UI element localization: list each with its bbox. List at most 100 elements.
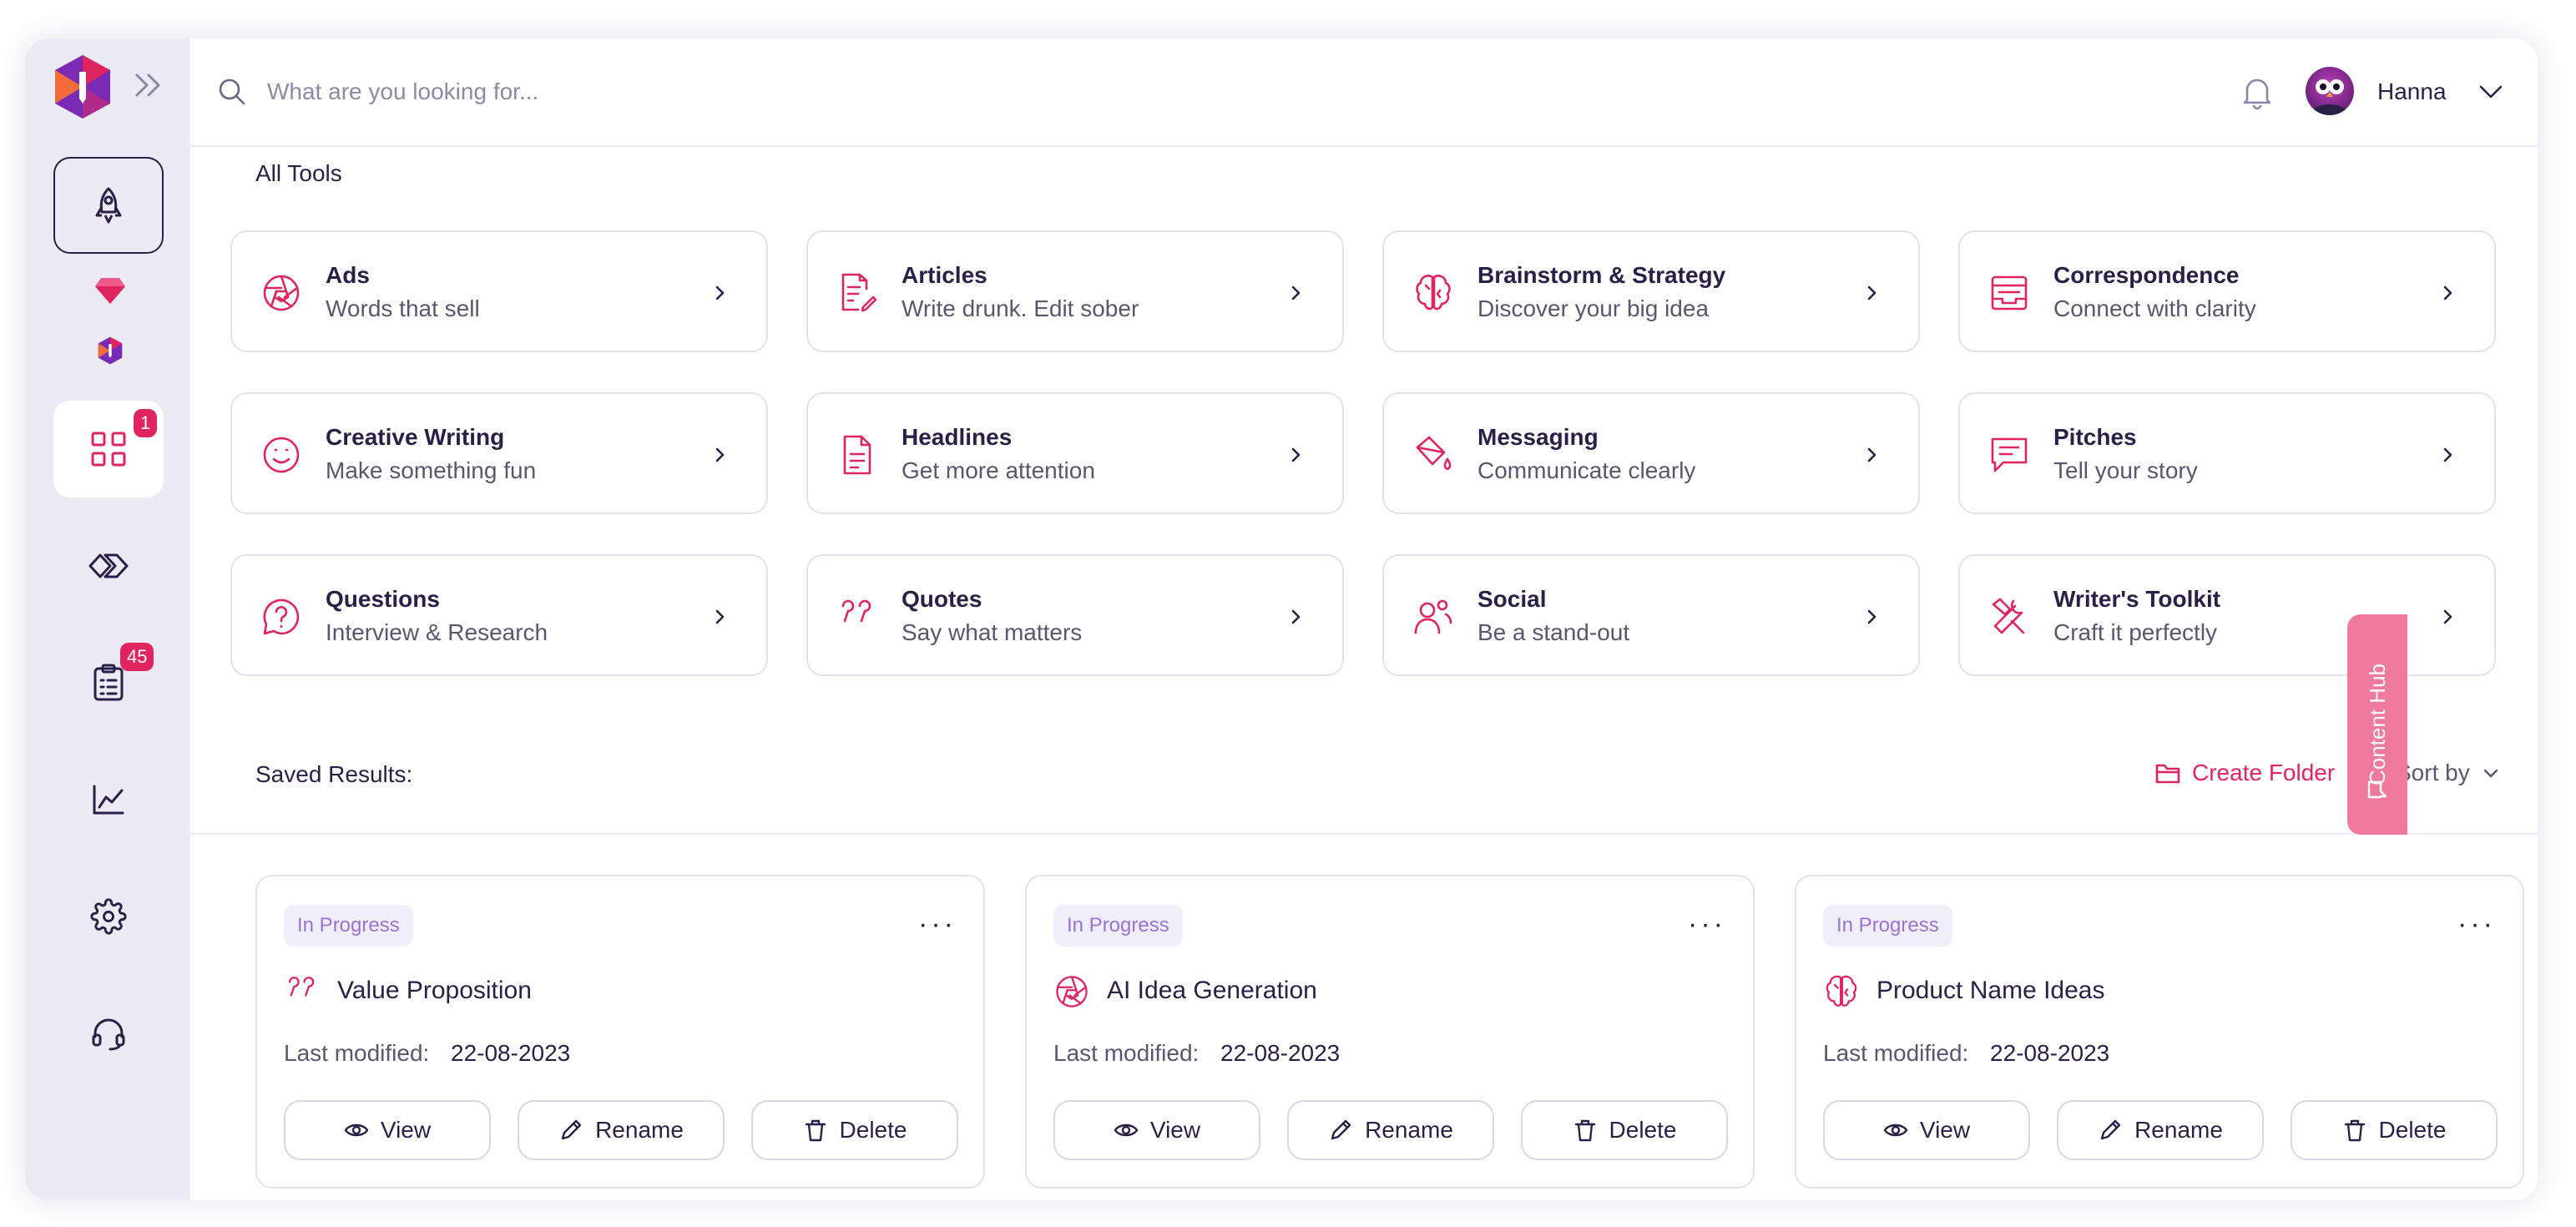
rename-label: Rename (2134, 1117, 2223, 1143)
main-panel: Hanna All Tools Ads Words that sell Articl… (190, 38, 2538, 1200)
saved-result-card[interactable]: In Progress ··· AI Idea Generation Last mod… (1025, 875, 1755, 1189)
avatar[interactable] (2306, 67, 2354, 115)
pencil-icon (561, 1119, 582, 1140)
chevron-down-icon[interactable] (2476, 77, 2506, 107)
tool-title: Pitches (2053, 424, 2137, 450)
all-tools-title: All Tools (255, 160, 342, 186)
tool-title: Ads (326, 262, 370, 288)
rename-label: Rename (595, 1117, 684, 1143)
inbox-icon (1991, 275, 2028, 311)
eye-icon (344, 1123, 369, 1137)
message-square-icon (1991, 437, 2028, 472)
chevron-right-icon (2443, 285, 2452, 300)
view-label: View (1919, 1117, 1971, 1143)
tool-card[interactable]: Messaging Communicate clearly (1382, 392, 1920, 514)
tool-card[interactable]: Questions Interview & Research (230, 554, 768, 676)
bell-icon[interactable] (2240, 73, 2274, 110)
app-logo[interactable] (52, 53, 114, 120)
chevron-right-icon (1867, 609, 1876, 624)
status-badge: In Progress (1053, 905, 1183, 947)
more-options-icon[interactable]: ··· (1688, 908, 1726, 940)
sidebar-item-premium[interactable] (93, 274, 127, 307)
create-folder-button[interactable]: Create Folder (2155, 760, 2335, 786)
tool-card[interactable]: Correspondence Connect with clarity (1958, 230, 2496, 352)
view-button[interactable]: View (1053, 1100, 1260, 1160)
tool-card[interactable]: Creative Writing Make something fun (230, 392, 768, 514)
sidebar-item-brand[interactable] (93, 334, 127, 367)
chevron-right-icon (1291, 285, 1301, 300)
app-window: 1 45 (25, 38, 2538, 1200)
chevron-right-icon (1291, 609, 1301, 624)
sort-by-label: Sort by (2396, 760, 2470, 785)
tool-title: Writer's Toolkit (2053, 586, 2221, 612)
content-hub-tab[interactable]: Content Hub (2347, 614, 2407, 835)
delete-button[interactable]: Delete (1521, 1100, 1728, 1160)
chevron-right-icon (715, 447, 725, 462)
aperture-icon (1056, 976, 1088, 1007)
headset-icon (92, 1018, 125, 1051)
tool-title: Headlines (902, 424, 1013, 450)
tool-subtitle: Say what matters (902, 619, 1083, 645)
pencil-icon (2100, 1119, 2121, 1140)
tools-badge: 1 (134, 409, 158, 437)
sidebar-item-settings[interactable] (53, 868, 164, 965)
trash-icon (2344, 1119, 2365, 1142)
tool-title: Social (1477, 586, 1547, 612)
pencil-icon (1331, 1119, 1351, 1140)
more-options-icon[interactable]: ··· (2457, 908, 2496, 940)
saved-result-card[interactable]: In Progress ··· Product Name Ideas Last mod… (1795, 875, 2524, 1189)
last-modified-label: Last modified: (1823, 1040, 1969, 1066)
rename-button[interactable]: Rename (518, 1100, 725, 1160)
eye-icon (1114, 1123, 1139, 1137)
result-title: Value Proposition (337, 977, 532, 1004)
chevron-down-icon (2483, 769, 2498, 778)
view-label: View (1149, 1117, 1201, 1143)
tool-title: Correspondence (2053, 262, 2240, 288)
smile-icon (263, 437, 300, 473)
status-badge: In Progress (284, 905, 413, 947)
sidebar-item-support[interactable] (53, 985, 164, 1082)
last-modified-date: 22-08-2023 (1990, 1040, 2110, 1066)
tool-card[interactable]: Ads Words that sell (230, 230, 768, 352)
tool-card[interactable]: Social Be a stand-out (1382, 554, 1920, 676)
rename-button[interactable]: Rename (2057, 1100, 2264, 1160)
users-icon (1414, 599, 1452, 634)
tool-subtitle: Be a stand-out (1477, 619, 1630, 645)
tool-card[interactable]: Brainstorm & Strategy Discover your big i… (1382, 230, 1920, 352)
sidebar-item-workflows[interactable] (53, 518, 164, 614)
sidebar: 1 45 (25, 38, 190, 1200)
sidebar-item-documents[interactable]: 45 (53, 634, 164, 731)
delete-label: Delete (2378, 1117, 2447, 1143)
tool-card[interactable]: Headlines Get more attention (806, 392, 1344, 514)
sidebar-item-analytics[interactable] (53, 751, 164, 848)
tool-card[interactable]: Pitches Tell your story (1958, 392, 2496, 514)
quote-icon (841, 599, 871, 623)
chevron-right-icon (715, 609, 725, 624)
username[interactable]: Hanna (2377, 78, 2447, 104)
tool-subtitle: Discover your big idea (1477, 295, 1710, 321)
view-button[interactable]: View (284, 1100, 491, 1160)
delete-label: Delete (1609, 1117, 1677, 1143)
sidebar-item-tools[interactable]: 1 (53, 401, 164, 497)
result-title: AI Idea Generation (1107, 977, 1317, 1004)
tool-subtitle: Interview & Research (326, 619, 548, 645)
tools-icon (1992, 598, 2025, 634)
tool-card[interactable]: Writer's Toolkit Craft it perfectly (1958, 554, 2496, 676)
paint-bucket-icon (1416, 436, 1452, 471)
expand-sidebar-icon[interactable] (132, 70, 165, 100)
status-badge: In Progress (1823, 905, 1952, 947)
last-modified-label: Last modified: (1053, 1040, 1200, 1066)
more-options-icon[interactable]: ··· (918, 908, 957, 940)
rename-button[interactable]: Rename (1287, 1100, 1494, 1160)
tool-card[interactable]: Articles Write drunk. Edit sober (806, 230, 1344, 352)
delete-button[interactable]: Delete (2291, 1100, 2498, 1160)
saved-result-card[interactable]: In Progress ··· Value Proposition Last modi… (255, 875, 985, 1189)
tool-card[interactable]: Quotes Say what matters (806, 554, 1344, 676)
view-button[interactable]: View (1823, 1100, 2030, 1160)
sidebar-item-launch[interactable] (53, 157, 164, 254)
delete-button[interactable]: Delete (751, 1100, 958, 1160)
double-diamond-icon (88, 553, 129, 578)
sort-by-dropdown[interactable]: Sort by (2396, 760, 2500, 786)
gem-icon (95, 278, 125, 304)
search-input[interactable] (267, 72, 1436, 112)
